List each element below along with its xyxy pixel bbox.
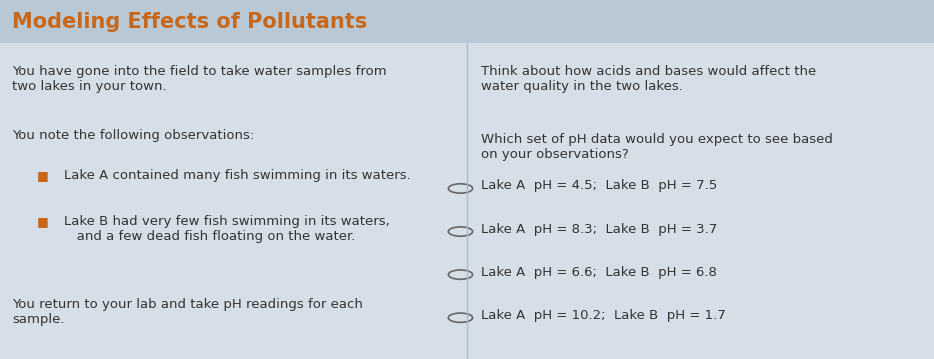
FancyBboxPatch shape [0, 0, 934, 43]
Text: ■: ■ [37, 169, 50, 182]
Text: You have gone into the field to take water samples from
two lakes in your town.: You have gone into the field to take wat… [12, 65, 387, 93]
Text: Think about how acids and bases would affect the
water quality in the two lakes.: Think about how acids and bases would af… [481, 65, 816, 93]
Text: Lake A contained many fish swimming in its waters.: Lake A contained many fish swimming in i… [64, 169, 410, 182]
Text: ■: ■ [37, 215, 50, 228]
Text: Lake A  pH = 4.5;  Lake B  pH = 7.5: Lake A pH = 4.5; Lake B pH = 7.5 [481, 180, 717, 192]
Text: You note the following observations:: You note the following observations: [12, 129, 254, 142]
Text: You return to your lab and take pH readings for each
sample.: You return to your lab and take pH readi… [12, 298, 363, 326]
Text: Which set of pH data would you expect to see based
on your observations?: Which set of pH data would you expect to… [481, 133, 833, 161]
Text: Lake A  pH = 6.6;  Lake B  pH = 6.8: Lake A pH = 6.6; Lake B pH = 6.8 [481, 266, 717, 279]
Text: Lake B had very few fish swimming in its waters,
   and a few dead fish floating: Lake B had very few fish swimming in its… [64, 215, 389, 243]
Text: Lake A  pH = 10.2;  Lake B  pH = 1.7: Lake A pH = 10.2; Lake B pH = 1.7 [481, 309, 726, 322]
Text: Modeling Effects of Pollutants: Modeling Effects of Pollutants [12, 11, 367, 32]
Text: Lake A  pH = 8.3;  Lake B  pH = 3.7: Lake A pH = 8.3; Lake B pH = 3.7 [481, 223, 717, 236]
